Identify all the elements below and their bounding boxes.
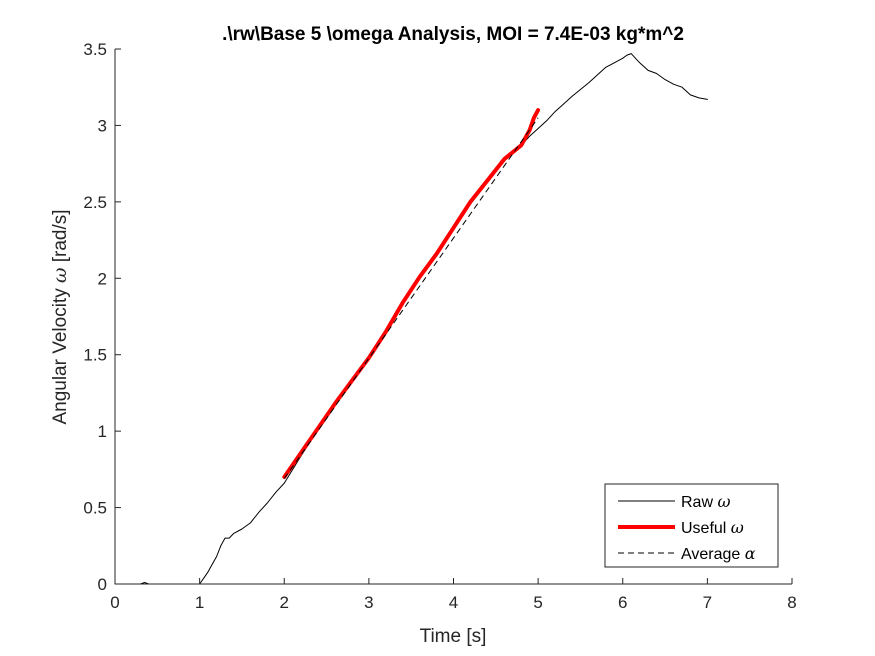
x-tick-label: 1: [195, 593, 204, 612]
series-1: [282, 108, 541, 479]
x-tick-label: 0: [110, 593, 119, 612]
axes-layer: 0 1 2 3 4 5 6 7 8 0 0.5 1 1.5 2 2.5 3 3.5: [83, 40, 796, 612]
y-tick-label: 0.5: [83, 499, 107, 518]
x-tick-label: 7: [703, 593, 712, 612]
y-tick-label: 3.5: [83, 40, 107, 59]
x-tick-label: 2: [280, 593, 289, 612]
x-tick-label: 6: [618, 593, 627, 612]
series-2: [283, 117, 539, 479]
x-tick-label: 4: [449, 593, 458, 612]
legend-label: Raw ω: [681, 492, 731, 511]
x-tick-label: 8: [787, 593, 796, 612]
x-tick-label: 3: [364, 593, 373, 612]
y-axis-title: Angular Velocity ω [rad/s]: [49, 209, 71, 424]
x-tick-label: 5: [533, 593, 542, 612]
y-tick-label: 2.5: [83, 193, 107, 212]
series-layer: [114, 53, 708, 585]
y-tick-label: 3: [98, 116, 107, 135]
x-axis-title: Time [s]: [420, 626, 487, 647]
legend-label: Average α: [681, 544, 756, 563]
legend-label: Useful ω: [681, 518, 744, 537]
y-tick-label: 0: [98, 575, 107, 594]
y-tick-label: 2: [98, 269, 107, 288]
chart-title: .\rw\Base 5 \omega Analysis, MOI = 7.4E-…: [222, 24, 684, 45]
y-tick-label: 1: [98, 422, 107, 441]
y-tick-label: 1.5: [83, 346, 107, 365]
legend: Raw ω Useful ω Average α: [604, 483, 779, 568]
